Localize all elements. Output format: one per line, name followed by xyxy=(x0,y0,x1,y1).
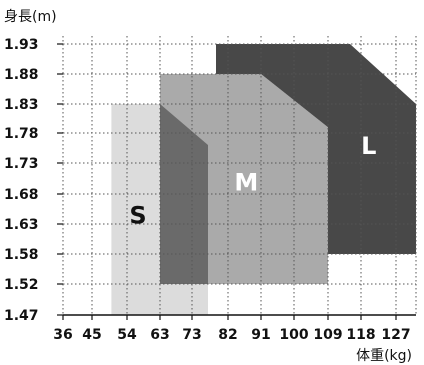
size-label-s: S xyxy=(129,201,146,229)
x-tick-label: 36 xyxy=(53,327,72,343)
size-label-l: L xyxy=(361,132,376,160)
x-tick-label: 45 xyxy=(82,327,101,343)
x-tick-label: 73 xyxy=(182,327,201,343)
x-tick-label: 100 xyxy=(279,327,308,343)
x-tick-label: 54 xyxy=(117,327,137,343)
x-tick-label: 127 xyxy=(381,327,410,343)
x-axis-title: 体重(kg) xyxy=(356,348,412,364)
y-tick-label: 1.73 xyxy=(4,156,39,172)
y-tick-label: 1.78 xyxy=(4,126,39,142)
y-tick-label: 1.88 xyxy=(4,67,39,83)
size-label-m: M xyxy=(234,169,258,197)
y-axis-title: 身長(m) xyxy=(4,9,57,25)
x-tick-label: 118 xyxy=(346,327,375,343)
size-region-l xyxy=(216,44,416,254)
y-tick-label: 1.68 xyxy=(4,187,39,203)
axes xyxy=(57,43,416,320)
x-tick-label: 63 xyxy=(150,327,169,343)
x-tick-label: 109 xyxy=(313,327,342,343)
y-tick-label: 1.83 xyxy=(4,97,39,113)
labels: 36 45 54 63 73 82 91 100 109 118 127 1.47 1.52 1.58 1.… xyxy=(4,37,411,343)
y-tick-label: 1.93 xyxy=(4,37,39,53)
x-tick-label: 91 xyxy=(251,327,270,343)
y-tick-label: 1.52 xyxy=(4,277,39,293)
y-tick-label: 1.63 xyxy=(4,217,39,233)
y-tick-label: 1.58 xyxy=(4,247,39,263)
x-tick-label: 82 xyxy=(218,327,237,343)
grid xyxy=(62,36,417,315)
y-tick-label: 1.47 xyxy=(4,308,39,324)
